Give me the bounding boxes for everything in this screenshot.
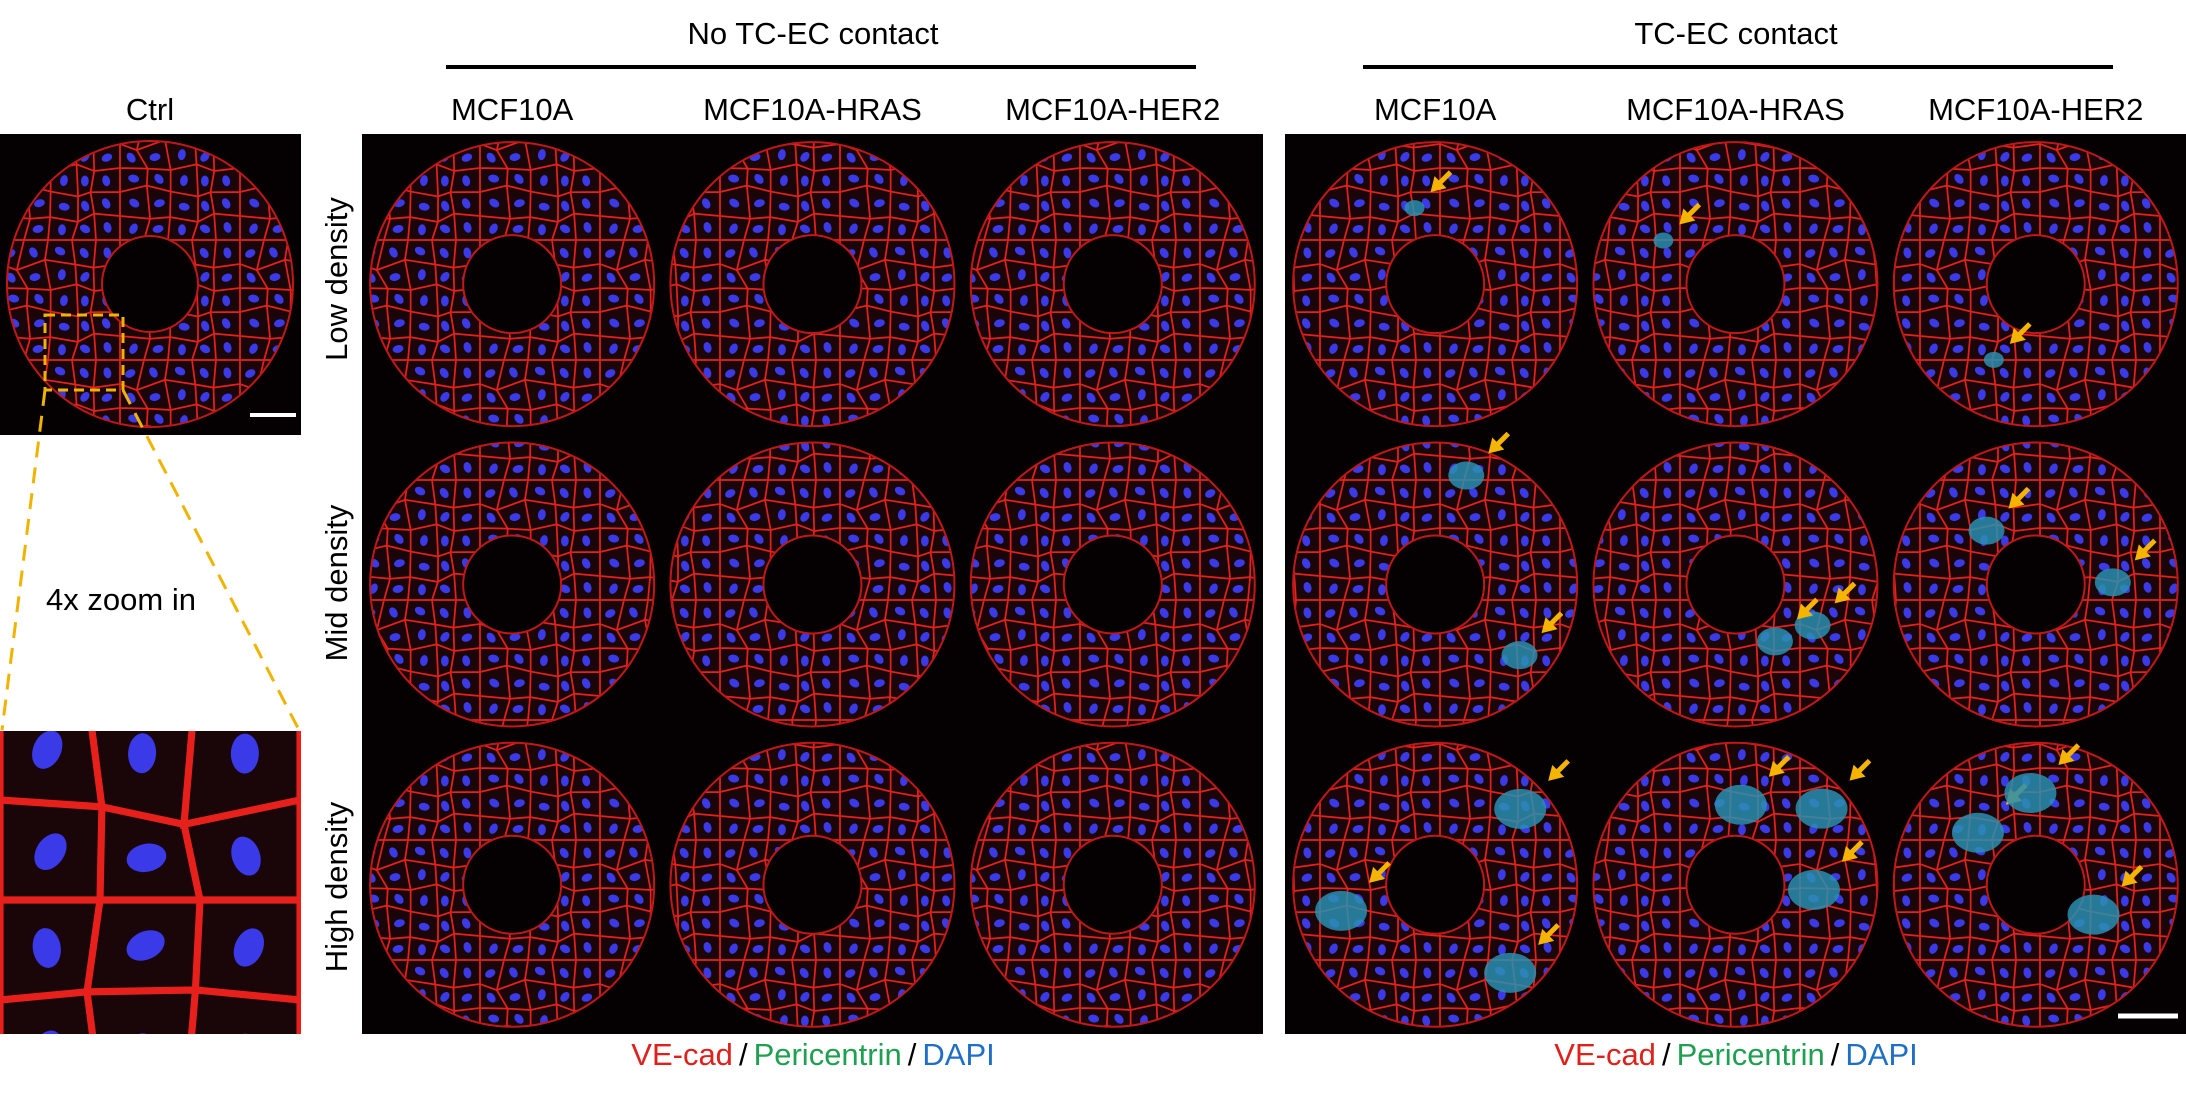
ring-image xyxy=(1592,141,1879,428)
row-label: Low density xyxy=(319,197,354,361)
arrow-head xyxy=(1541,617,1558,634)
tumor-cluster xyxy=(2094,568,2131,597)
group-title: TC-EC contact xyxy=(1634,16,1838,51)
zoom-label: 4x zoom in xyxy=(46,582,196,617)
ring-image xyxy=(1292,141,1579,428)
tumor-cluster xyxy=(2067,894,2120,935)
ring-image xyxy=(669,441,956,728)
tumor-cluster xyxy=(1787,869,1840,910)
tumor-cluster xyxy=(1794,611,1831,640)
panel xyxy=(362,134,1263,1034)
legend: VE-cad / Pericentrin / DAPI xyxy=(1554,1037,1917,1072)
tumor-cluster xyxy=(1315,890,1368,931)
legend-item: VE-cad xyxy=(1554,1037,1656,1072)
arrow-head xyxy=(2134,544,2151,561)
arrow-head xyxy=(1849,764,1866,781)
arrow-head xyxy=(1796,603,1813,620)
arrow-head xyxy=(1430,176,1447,193)
legend-separator: / xyxy=(908,1037,917,1072)
ring-image xyxy=(969,441,1256,728)
legend-separator: / xyxy=(1831,1037,1840,1072)
column-label: MCF10A-HER2 xyxy=(1005,92,1220,127)
legend-separator: / xyxy=(739,1037,748,1072)
arrow-head xyxy=(1369,866,1386,883)
ring-image xyxy=(369,441,656,728)
ring-image xyxy=(669,741,956,1028)
tumor-cluster xyxy=(1951,812,2004,853)
ring-image xyxy=(1892,441,2179,728)
tumor-cluster xyxy=(1484,952,1537,993)
zoom-guide xyxy=(0,389,47,731)
arrow-head xyxy=(2121,870,2138,887)
ring-image xyxy=(1892,741,2179,1028)
zoom-box xyxy=(43,313,125,392)
arrow-head xyxy=(1834,587,1851,604)
group-title: No TC-EC contact xyxy=(688,16,939,51)
zoom-guide xyxy=(121,389,301,731)
arrow-head xyxy=(2058,748,2075,765)
column-label: MCF10A xyxy=(451,92,574,127)
zoom-image xyxy=(0,731,301,1034)
tumor-cluster xyxy=(1983,351,2004,368)
tumor-cluster xyxy=(1404,200,1425,217)
arrow-head xyxy=(1538,928,1555,945)
tumor-cluster xyxy=(1968,516,2005,545)
arrow-head xyxy=(2008,492,2025,509)
legend-item: DAPI xyxy=(922,1037,994,1072)
arrow-head xyxy=(1679,208,1696,225)
column-label: MCF10A-HRAS xyxy=(703,92,922,127)
row-label: High density xyxy=(319,801,354,972)
ring-image xyxy=(669,141,956,428)
ring-image xyxy=(1592,441,1879,728)
arrow-head xyxy=(1548,764,1565,781)
legend-separator: / xyxy=(1662,1037,1671,1072)
legend: VE-cad / Pericentrin / DAPI xyxy=(631,1037,994,1072)
legend-item: Pericentrin xyxy=(754,1037,902,1072)
arrow-head xyxy=(1768,760,1785,777)
ring-image xyxy=(1892,141,2179,428)
tumor-cluster xyxy=(1795,788,1848,829)
legend-item: DAPI xyxy=(1845,1037,1917,1072)
ring-image xyxy=(969,741,1256,1028)
tumor-cluster xyxy=(1501,641,1538,670)
tumor-cluster xyxy=(1448,461,1485,490)
ring-image xyxy=(369,741,656,1028)
tumor-cluster xyxy=(2004,772,2057,813)
ctrl-title: Ctrl xyxy=(126,92,174,127)
column-label: MCF10A xyxy=(1374,92,1497,127)
panel xyxy=(1285,134,2186,1034)
tumor-cluster xyxy=(1494,788,1547,829)
ring-image xyxy=(5,140,295,428)
legend-item: Pericentrin xyxy=(1677,1037,1825,1072)
ring-image xyxy=(369,141,656,428)
column-label: MCF10A-HER2 xyxy=(1928,92,2143,127)
tumor-cluster xyxy=(1714,784,1767,825)
legend-item: VE-cad xyxy=(631,1037,733,1072)
tumor-cluster xyxy=(1756,627,1793,656)
column-label: MCF10A-HRAS xyxy=(1626,92,1845,127)
row-label: Mid density xyxy=(319,504,354,661)
arrow-head xyxy=(1841,845,1858,862)
tumor-cluster xyxy=(1653,232,1674,249)
arrow-head xyxy=(1488,437,1505,454)
arrow-head xyxy=(2009,327,2026,344)
ring-image xyxy=(969,141,1256,428)
